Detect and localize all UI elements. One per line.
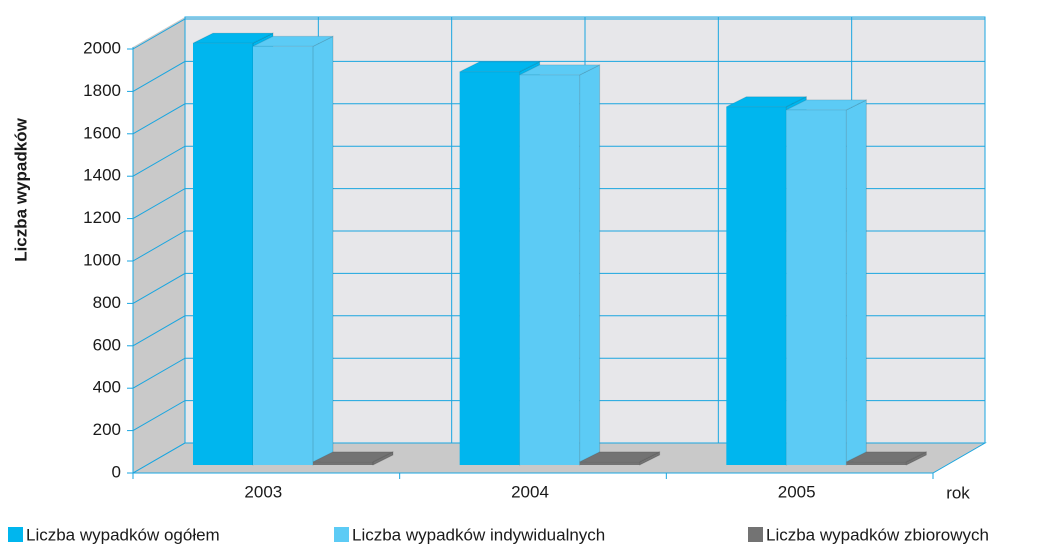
y-tick-label: 400	[93, 378, 121, 397]
legend-label: Liczba wypadków ogółem	[26, 525, 220, 544]
grid-line	[132, 18, 985, 50]
legend-label: Liczba wypadków indywidualnych	[352, 525, 605, 544]
bar	[519, 74, 580, 466]
bar-side	[579, 64, 601, 466]
y-tick-label: 1600	[83, 123, 121, 142]
bar-top	[192, 32, 274, 44]
bar-side	[312, 35, 334, 466]
y-tick-label: 800	[93, 293, 121, 312]
y-tick-label: 1200	[83, 208, 121, 227]
bar	[579, 461, 640, 465]
x-axis-label: rok	[946, 483, 970, 502]
bar	[193, 43, 253, 466]
bar-top	[459, 61, 540, 73]
bar-top	[312, 451, 394, 463]
grid-line	[132, 188, 985, 220]
x-tick-label: 2005	[778, 482, 816, 501]
bar-top	[579, 451, 660, 463]
bar-top	[786, 99, 867, 111]
bar-top	[519, 64, 600, 76]
grid-line	[132, 357, 985, 389]
bar	[313, 461, 373, 465]
y-tick-label: 200	[93, 420, 121, 439]
legend-swatch	[8, 527, 23, 542]
grid-line	[132, 230, 985, 262]
grid-line	[132, 60, 985, 92]
grid-line	[132, 442, 985, 474]
bar-side	[372, 451, 394, 466]
legend-swatch	[334, 527, 349, 542]
bar	[786, 109, 847, 466]
bar-top	[726, 96, 807, 108]
x-tick-label: 2004	[511, 482, 549, 501]
grid-line	[132, 145, 985, 177]
grid-line	[132, 272, 985, 304]
left-wall	[133, 17, 185, 473]
bar	[459, 71, 520, 466]
legend-swatch	[748, 527, 763, 542]
bar	[253, 46, 313, 466]
y-tick-label: 600	[93, 335, 121, 354]
bar-side	[845, 99, 867, 466]
bar	[846, 461, 907, 465]
y-tick-label: 1400	[83, 166, 121, 185]
y-tick-label: 2000	[83, 38, 121, 57]
x-tick-label: 2003	[244, 482, 282, 501]
y-tick-label: 1000	[83, 250, 121, 269]
y-tick-label: 1800	[83, 81, 121, 100]
y-axis-label: Liczba wypadków	[11, 117, 30, 261]
legend-label: Liczba wypadków zbiorowych	[766, 525, 989, 544]
grid-line	[132, 315, 985, 347]
y-tick-label: 0	[112, 462, 121, 481]
bar	[726, 106, 787, 465]
grid-line	[132, 103, 985, 135]
bar-top	[846, 451, 927, 463]
grid-line	[132, 400, 985, 432]
bar-top	[252, 35, 334, 47]
